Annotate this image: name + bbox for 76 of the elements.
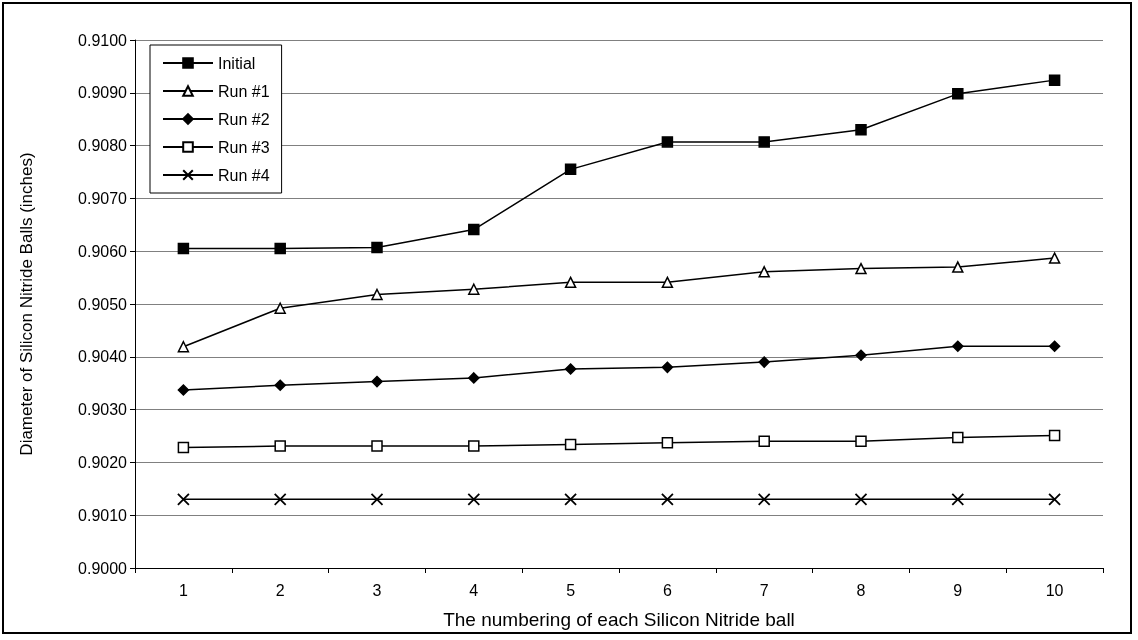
- y-tick-label: 0.9070: [78, 189, 128, 207]
- point: [371, 288, 383, 301]
- point: [1048, 252, 1061, 264]
- x-tick-label: 6: [662, 581, 672, 599]
- x-tick-label: 3: [372, 581, 382, 599]
- y-tick-label: 0.9000: [78, 559, 128, 577]
- legend-label: Run #3: [218, 138, 270, 156]
- point: [564, 163, 577, 176]
- legend-label: Initial: [218, 54, 256, 72]
- y-tick-label: 0.9080: [78, 137, 128, 155]
- point: [371, 241, 383, 254]
- point: [564, 363, 577, 375]
- x-tick-label: 9: [953, 581, 963, 599]
- point: [661, 492, 674, 506]
- x-tick-label: 8: [856, 581, 866, 599]
- point: [1048, 429, 1061, 442]
- point: [952, 431, 964, 444]
- x-tick-label: 10: [1045, 581, 1064, 599]
- point: [371, 375, 383, 388]
- point: [468, 372, 480, 384]
- point: [371, 440, 383, 452]
- legend-label: Run #4: [218, 166, 270, 184]
- point: [1048, 340, 1061, 352]
- y-tick-label: 0.9090: [78, 84, 128, 102]
- point: [274, 302, 286, 314]
- point: [177, 242, 190, 255]
- point: [1048, 492, 1061, 506]
- point: [467, 492, 481, 506]
- y-tick-label: 0.9030: [78, 401, 128, 419]
- point: [468, 223, 480, 236]
- point: [177, 492, 190, 506]
- point: [855, 262, 867, 275]
- point: [274, 242, 286, 255]
- point: [177, 441, 190, 454]
- point: [468, 283, 480, 295]
- point: [564, 438, 577, 451]
- y-tick-label: 0.9010: [78, 506, 128, 524]
- point: [468, 440, 480, 452]
- point: [758, 435, 770, 448]
- point: [274, 379, 286, 392]
- y-tick-label: 0.9050: [78, 295, 128, 313]
- x-axis-title: The numbering of each Silicon Nitride ball: [443, 609, 795, 630]
- legend-label: Run #2: [218, 110, 270, 128]
- x-tick-label: 2: [275, 581, 285, 599]
- point: [952, 340, 964, 352]
- y-tick-label: 0.9040: [78, 348, 128, 366]
- point: [564, 492, 577, 506]
- y-tick-label: 0.9060: [78, 242, 128, 260]
- point: [952, 261, 964, 273]
- point: [757, 492, 771, 506]
- point: [661, 361, 674, 374]
- point: [273, 492, 287, 506]
- y-tick-label: 0.9100: [78, 31, 128, 49]
- point: [758, 356, 770, 368]
- point: [951, 492, 965, 506]
- point: [661, 437, 674, 449]
- y-axis-title: Diameter of Silicon Nitride Balls (inches): [17, 152, 36, 456]
- point: [177, 384, 190, 396]
- point: [854, 492, 868, 506]
- point: [370, 492, 384, 506]
- point: [952, 88, 964, 100]
- legend-label: Run #1: [218, 82, 270, 100]
- x-tick-label: 7: [759, 581, 769, 599]
- point: [177, 341, 190, 353]
- point: [661, 136, 674, 148]
- x-tick-label: 5: [566, 581, 576, 599]
- x-tick-label: 1: [178, 581, 188, 599]
- point: [758, 136, 770, 148]
- point: [1048, 74, 1061, 86]
- point: [758, 266, 770, 278]
- point: [855, 124, 867, 136]
- y-tick-label: 0.9020: [78, 453, 128, 471]
- point: [855, 435, 867, 448]
- point: [274, 440, 286, 452]
- point: [855, 349, 867, 361]
- x-tick-label: 4: [469, 581, 479, 599]
